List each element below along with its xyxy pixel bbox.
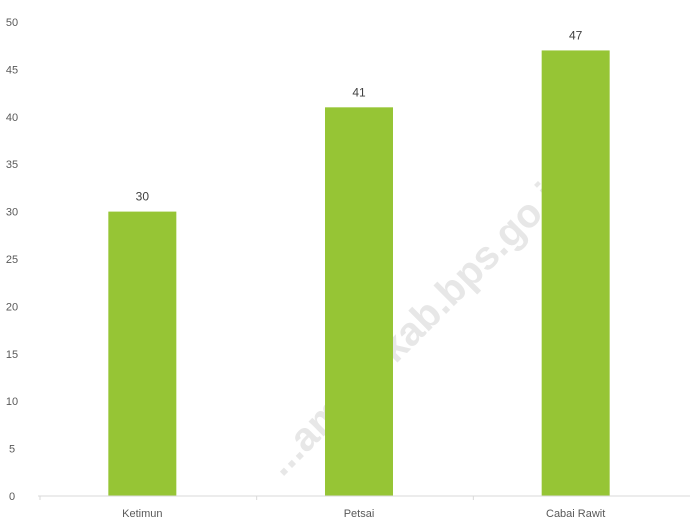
x-tick-label: Petsai <box>344 508 375 520</box>
data-label: 30 <box>136 190 150 204</box>
watermark-text: ...ambaskab.bps.go.id <box>258 158 585 485</box>
bar-ketimun <box>108 211 177 496</box>
y-tick-label: 5 <box>9 444 15 456</box>
x-axis: Ketimun Petsai Cabai Rawit <box>38 495 690 520</box>
data-label: 41 <box>352 85 366 99</box>
y-axis: 0 5 10 15 20 25 30 35 40 45 50 <box>6 17 18 503</box>
y-tick-label: 10 <box>6 396 18 408</box>
x-tick-label: Ketimun <box>122 508 162 520</box>
bar-cabai-rawit <box>541 50 610 496</box>
data-label: 47 <box>569 28 583 42</box>
bars-group: 30 41 47 <box>108 28 610 496</box>
y-tick-label: 45 <box>6 64 18 76</box>
y-tick-label: 50 <box>6 17 18 29</box>
y-tick-label: 20 <box>6 301 18 313</box>
y-tick-label: 35 <box>6 159 18 171</box>
x-tick-label: Cabai Rawit <box>546 508 605 520</box>
watermark: ...ambaskab.bps.go.id <box>258 158 585 485</box>
y-tick-label: 40 <box>6 112 18 124</box>
y-tick-label: 30 <box>6 207 18 219</box>
y-tick-label: 0 <box>9 491 15 503</box>
y-tick-label: 15 <box>6 349 18 361</box>
bar-petsai <box>325 107 393 496</box>
y-tick-label: 25 <box>6 254 18 266</box>
